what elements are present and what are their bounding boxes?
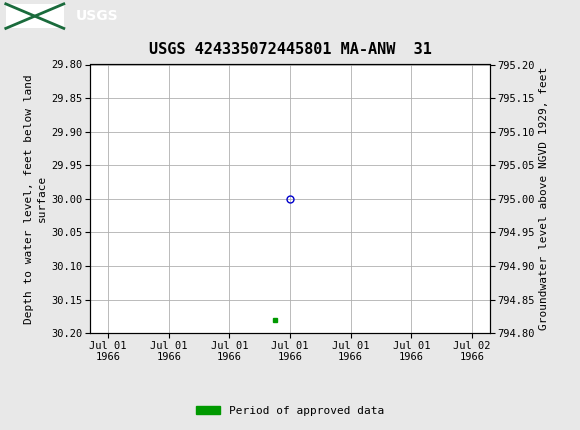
Text: USGS: USGS [75, 9, 118, 23]
Y-axis label: Depth to water level, feet below land
surface: Depth to water level, feet below land su… [24, 74, 47, 324]
Text: USGS 424335072445801 MA-ANW  31: USGS 424335072445801 MA-ANW 31 [148, 42, 432, 57]
Bar [6, 4, 64, 28]
Y-axis label: Groundwater level above NGVD 1929, feet: Groundwater level above NGVD 1929, feet [539, 67, 549, 331]
Legend: Period of approved data: Period of approved data [191, 401, 389, 420]
